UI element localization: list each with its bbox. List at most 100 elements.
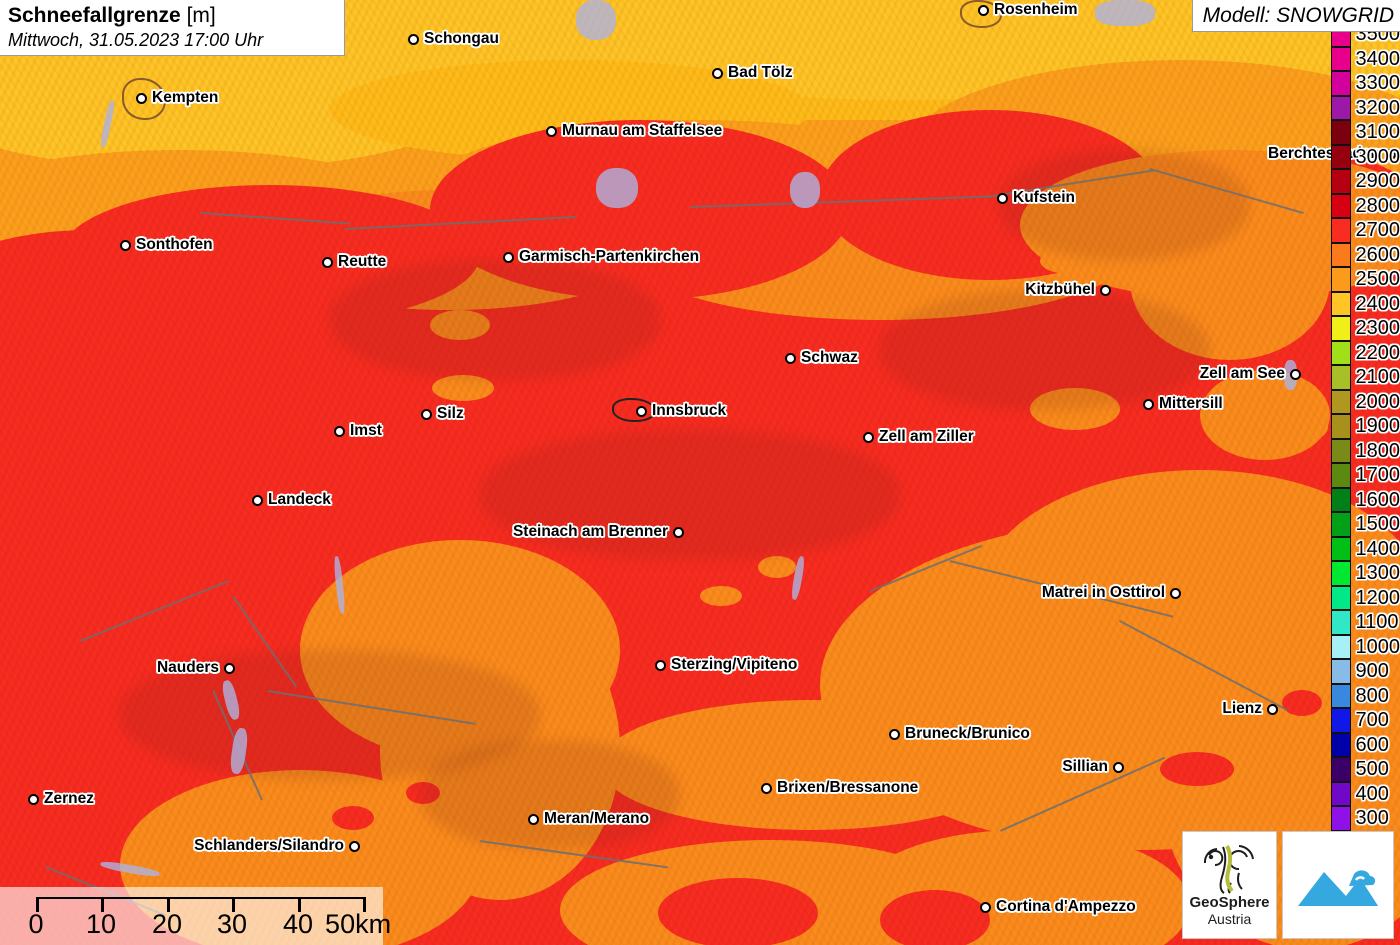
city-marker[interactable]: Meran/Merano — [528, 810, 649, 828]
city-marker[interactable]: Nauders — [157, 659, 235, 677]
city-label: Lienz — [1222, 700, 1262, 717]
legend-entry[interactable]: 3400 — [1325, 46, 1400, 71]
city-dot-icon — [1290, 368, 1301, 380]
legend-entry[interactable]: 800 — [1325, 683, 1400, 708]
legend-value-label: 2600 — [1355, 243, 1400, 266]
legend-entry[interactable]: 700 — [1325, 708, 1400, 733]
city-boundary-rosenheim — [960, 0, 1002, 28]
legend-value-label: 400 — [1355, 782, 1389, 805]
legend-entry[interactable]: 1500 — [1325, 512, 1400, 537]
legend-entry[interactable]: 2600 — [1325, 242, 1400, 267]
city-marker[interactable]: Innsbruck — [636, 402, 726, 420]
legend-entry[interactable]: 1600 — [1325, 487, 1400, 512]
city-dot-icon — [322, 256, 333, 268]
legend-swatch — [1330, 365, 1351, 390]
city-marker[interactable]: Schlanders/Silandro — [194, 837, 360, 855]
city-label: Bruneck/Brunico — [905, 725, 1030, 742]
city-marker[interactable]: Kempten — [136, 89, 218, 107]
legend-entry[interactable]: 2400 — [1325, 291, 1400, 316]
city-marker[interactable]: Schwaz — [785, 349, 858, 367]
mountain-logo[interactable] — [1282, 831, 1394, 939]
legend-value-label: 800 — [1355, 684, 1389, 707]
city-dot-icon — [1100, 284, 1111, 296]
city-marker[interactable]: Zell am Ziller — [863, 428, 974, 446]
legend-value-label: 3300 — [1355, 72, 1400, 94]
city-marker[interactable]: Kitzbühel — [1025, 281, 1111, 299]
legend-entry[interactable]: 900 — [1325, 659, 1400, 684]
legend-entry[interactable]: 1100 — [1325, 610, 1400, 635]
legend-value-label: 2100 — [1355, 366, 1400, 388]
scale-tick-label: 40 — [282, 909, 314, 939]
city-marker[interactable]: Steinach am Brenner — [513, 523, 684, 541]
city-marker[interactable]: Lienz — [1222, 700, 1278, 718]
legend-entry[interactable]: 2500 — [1325, 267, 1400, 292]
city-marker[interactable]: Bruneck/Brunico — [889, 725, 1030, 743]
map-blob — [1030, 388, 1120, 430]
legend-entry[interactable]: 2200 — [1325, 340, 1400, 365]
legend-entry[interactable]: 2100 — [1325, 365, 1400, 390]
legend-swatch — [1330, 193, 1351, 218]
city-marker[interactable]: Cortina d'Ampezzo — [980, 898, 1136, 916]
city-label: Landeck — [268, 491, 331, 508]
city-marker[interactable]: Reutte — [322, 253, 386, 271]
city-marker[interactable]: Sterzing/Vipiteno — [655, 656, 797, 674]
legend-entry[interactable]: 600 — [1325, 732, 1400, 757]
city-marker[interactable]: Berchtesgaden — [1268, 145, 1396, 163]
city-dot-icon — [349, 840, 360, 852]
city-marker[interactable]: Landeck — [252, 491, 331, 509]
city-dot-icon — [1170, 587, 1181, 599]
city-marker[interactable]: Garmisch-Partenkirchen — [503, 248, 699, 266]
city-marker[interactable]: Silz — [421, 405, 464, 423]
legend-swatch — [1330, 95, 1351, 120]
geosphere-logo[interactable]: GeoSphere Austria — [1182, 831, 1277, 939]
legend-entry[interactable]: 500 — [1325, 757, 1400, 782]
city-marker[interactable]: Zernez — [28, 790, 94, 808]
legend-entry[interactable]: 300 — [1325, 806, 1400, 831]
legend-entry[interactable]: 1700 — [1325, 463, 1400, 488]
legend-entry[interactable]: 1400 — [1325, 536, 1400, 561]
legend-value-label: 1300 — [1355, 562, 1400, 584]
city-marker[interactable]: Schongau — [408, 30, 499, 48]
legend-entry[interactable]: 2800 — [1325, 193, 1400, 218]
legend-value-label: 2500 — [1355, 268, 1400, 290]
scale-tick-label: 50km — [325, 909, 392, 939]
legend-swatch — [1330, 389, 1351, 414]
city-label: Silz — [437, 405, 464, 422]
legend-colorbar[interactable]: 3500 3400 3300 3200 3100 3000 2900 2800 2700 2600… — [1325, 22, 1400, 880]
legend-entry[interactable]: 2700 — [1325, 218, 1400, 243]
city-marker[interactable]: Sonthofen — [120, 236, 213, 254]
legend-entry[interactable]: 3100 — [1325, 120, 1400, 145]
legend-entry[interactable]: 1300 — [1325, 561, 1400, 586]
city-label: Garmisch-Partenkirchen — [519, 248, 700, 265]
legend-entry[interactable]: 2000 — [1325, 389, 1400, 414]
city-label: Cortina d'Ampezzo — [996, 898, 1136, 915]
legend-entry[interactable]: 1000 — [1325, 634, 1400, 659]
legend-entry[interactable]: 2900 — [1325, 169, 1400, 194]
legend-entry[interactable]: 1800 — [1325, 438, 1400, 463]
city-dot-icon — [1267, 703, 1278, 715]
city-marker[interactable]: Murnau am Staffelsee — [546, 122, 722, 140]
legend-entry[interactable]: 2300 — [1325, 316, 1400, 341]
city-marker[interactable]: Mittersill — [1143, 395, 1223, 413]
city-marker[interactable]: Rosenheim — [978, 1, 1078, 19]
city-marker[interactable]: Kufstein — [997, 189, 1075, 207]
legend-swatch — [1330, 806, 1351, 831]
legend-entry[interactable]: 1900 — [1325, 414, 1400, 439]
legend-entry[interactable]: 400 — [1325, 781, 1400, 806]
city-dot-icon — [1143, 398, 1154, 410]
legend-entry[interactable]: 3000 — [1325, 144, 1400, 169]
city-marker[interactable]: Sillian — [1062, 758, 1124, 776]
city-dot-icon — [503, 251, 514, 263]
legend-entry[interactable]: 1200 — [1325, 585, 1400, 610]
city-marker[interactable]: Brixen/Bressanone — [761, 779, 918, 797]
city-marker[interactable]: Imst — [334, 422, 382, 440]
legend-entry[interactable]: 3200 — [1325, 95, 1400, 120]
city-marker[interactable]: Bad Tölz — [712, 64, 793, 82]
city-marker[interactable]: Matrei in Osttirol — [1042, 584, 1181, 602]
legend-entry[interactable]: 3300 — [1325, 71, 1400, 96]
map-blob — [658, 878, 818, 945]
city-marker[interactable]: Zell am See — [1200, 365, 1301, 383]
legend-swatch — [1330, 585, 1351, 610]
